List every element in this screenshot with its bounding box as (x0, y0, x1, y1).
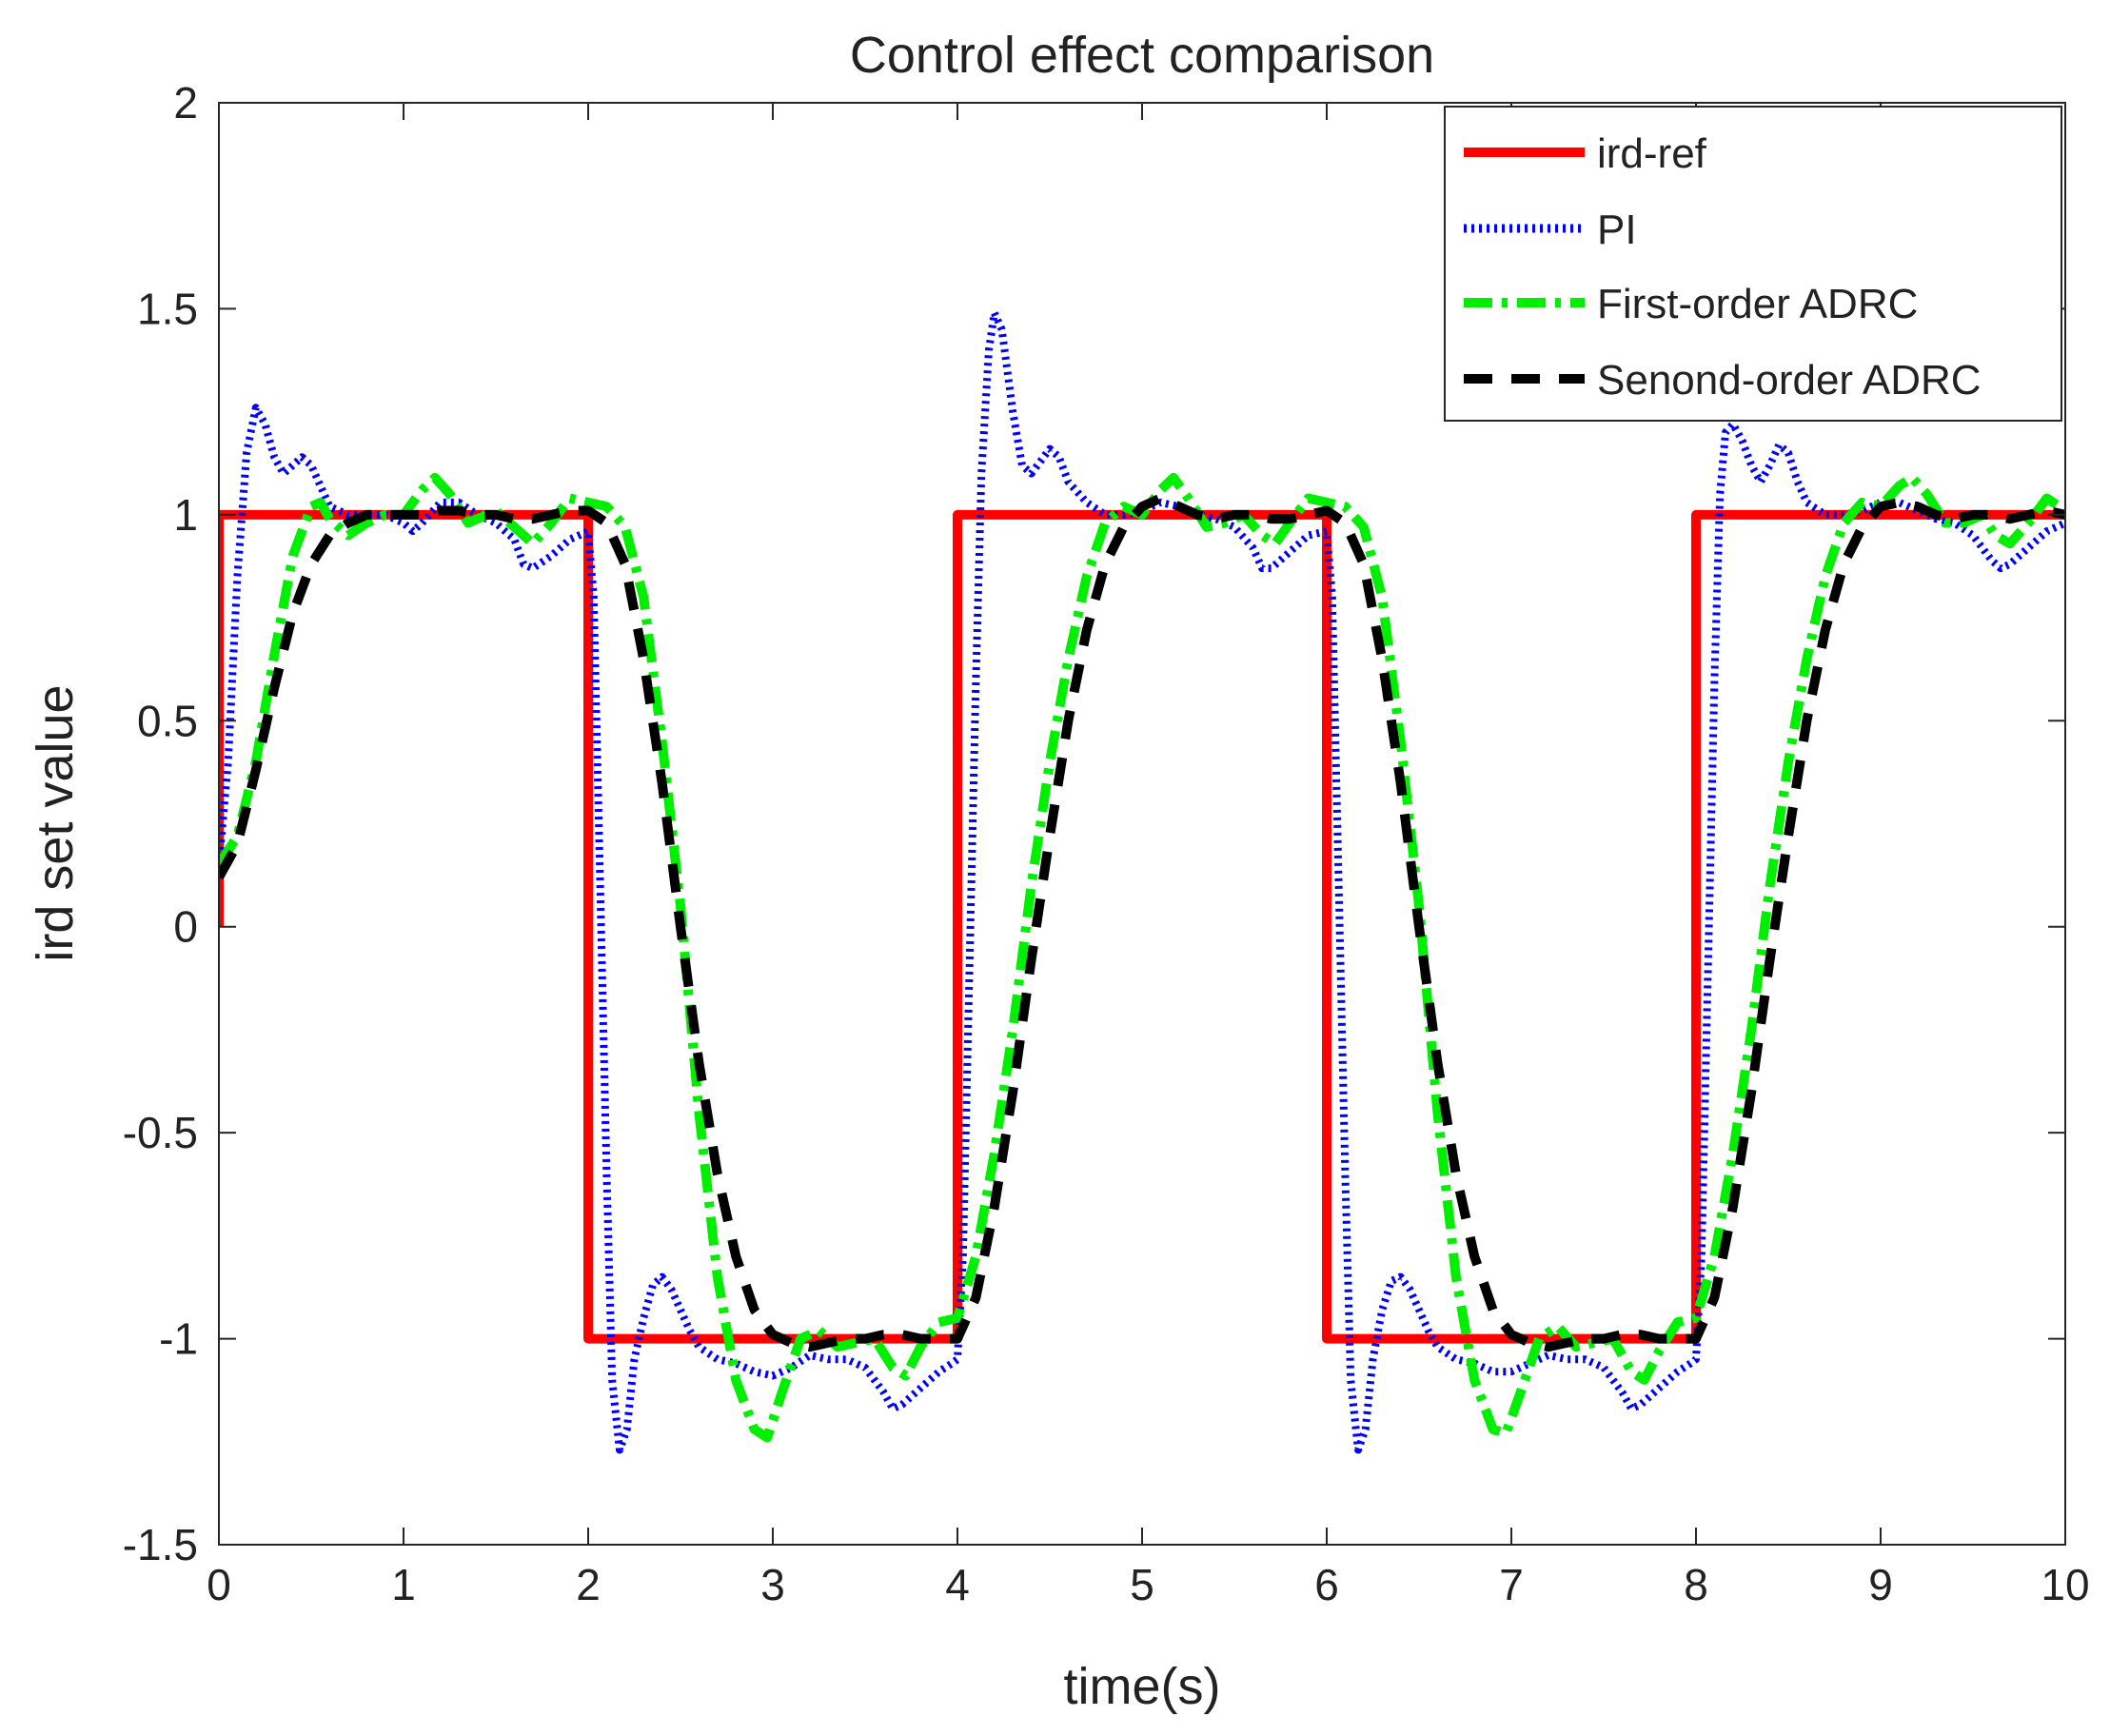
legend-label-pi: PI (1597, 207, 1637, 253)
legend-label-second-order-adrc: Senond-order ADRC (1597, 357, 1982, 404)
x-tick-label: 3 (760, 1560, 785, 1609)
chart-title: Control effect comparison (850, 27, 1434, 84)
series-layer (219, 308, 2065, 1454)
y-tick-label: -1.5 (123, 1520, 198, 1569)
legend-label-ird-ref: ird-ref (1597, 130, 1707, 177)
x-tick-label: 10 (2041, 1560, 2089, 1609)
x-tick-label: 5 (1130, 1560, 1154, 1609)
legend-box (1444, 106, 2062, 422)
x-tick-label: 8 (1684, 1560, 1708, 1609)
y-tick-label: -0.5 (123, 1108, 198, 1157)
x-axis-label: time(s) (1064, 1658, 1221, 1715)
series-line-pi (219, 308, 2065, 1454)
y-tick-label: 0 (173, 902, 198, 952)
x-tick-label: 0 (207, 1560, 231, 1609)
x-tick-label: 6 (1314, 1560, 1339, 1609)
y-axis-label: ird set value (27, 684, 84, 961)
legend: ird-ref PI First-order ADRC Senond-order… (1444, 106, 2062, 422)
y-tick-label: 2 (173, 78, 198, 128)
x-tick-label: 1 (391, 1560, 416, 1609)
x-tick-label: 2 (576, 1560, 601, 1609)
y-tick-label: 1.5 (137, 284, 198, 333)
y-tick-label: 1 (173, 490, 198, 540)
x-tick-label: 9 (1868, 1560, 1893, 1609)
y-tick-label: 0.5 (137, 696, 198, 745)
y-tick-label: -1 (159, 1314, 198, 1364)
legend-label-first-order-adrc: First-order ADRC (1597, 281, 1918, 327)
axis-layer: 0 1 2 3 4 5 6 7 8 9 10 -1.5 -1 -0.5 0 0.5 1 1.5 2 (123, 78, 2090, 1609)
x-tick-label: 7 (1499, 1560, 1524, 1609)
x-tick-label: 4 (945, 1560, 970, 1609)
series-line-first-order-adrc (219, 472, 2065, 1443)
series-line-senond-order-adrc (219, 493, 2065, 1352)
